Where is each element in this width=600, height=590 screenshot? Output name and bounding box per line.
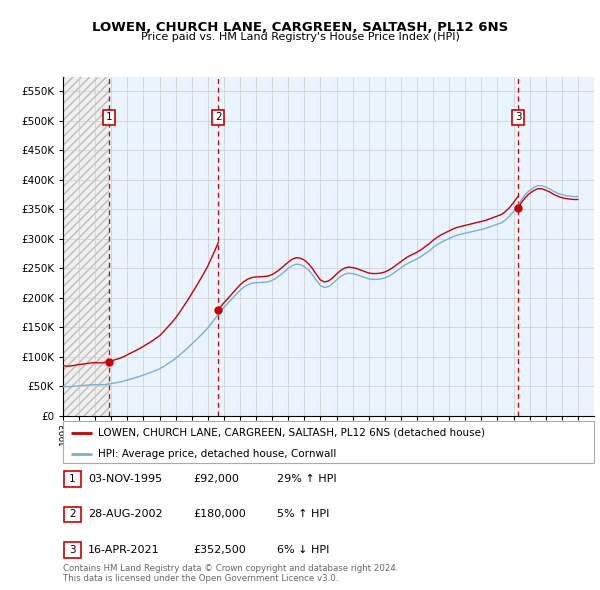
Text: 6% ↓ HPI: 6% ↓ HPI [277,545,329,555]
Text: £92,000: £92,000 [193,474,239,484]
Text: 2: 2 [215,113,221,122]
Text: £180,000: £180,000 [193,510,246,519]
Text: 16-APR-2021: 16-APR-2021 [88,545,160,555]
Bar [63,77,109,416]
Text: 1: 1 [106,113,112,122]
Text: 1: 1 [69,474,76,484]
Text: 3: 3 [69,545,76,555]
Text: 29% ↑ HPI: 29% ↑ HPI [277,474,337,484]
FancyBboxPatch shape [64,471,81,487]
Text: 3: 3 [515,113,521,122]
FancyBboxPatch shape [64,506,81,523]
Text: LOWEN, CHURCH LANE, CARGREEN, SALTASH, PL12 6NS (detached house): LOWEN, CHURCH LANE, CARGREEN, SALTASH, P… [98,428,485,438]
FancyBboxPatch shape [63,421,594,463]
Bar [518,77,594,416]
Bar [218,77,518,416]
FancyBboxPatch shape [64,542,81,558]
Text: LOWEN, CHURCH LANE, CARGREEN, SALTASH, PL12 6NS: LOWEN, CHURCH LANE, CARGREEN, SALTASH, P… [92,21,508,34]
Text: 5% ↑ HPI: 5% ↑ HPI [277,510,329,519]
Text: Contains HM Land Registry data © Crown copyright and database right 2024.
This d: Contains HM Land Registry data © Crown c… [63,563,398,583]
Text: HPI: Average price, detached house, Cornwall: HPI: Average price, detached house, Corn… [98,449,336,459]
Text: Price paid vs. HM Land Registry's House Price Index (HPI): Price paid vs. HM Land Registry's House … [140,32,460,42]
Text: 03-NOV-1995: 03-NOV-1995 [88,474,163,484]
Text: 28-AUG-2002: 28-AUG-2002 [88,510,163,519]
Text: 2: 2 [69,510,76,519]
Bar [63,77,109,416]
Bar [109,77,218,416]
Text: £352,500: £352,500 [193,545,246,555]
